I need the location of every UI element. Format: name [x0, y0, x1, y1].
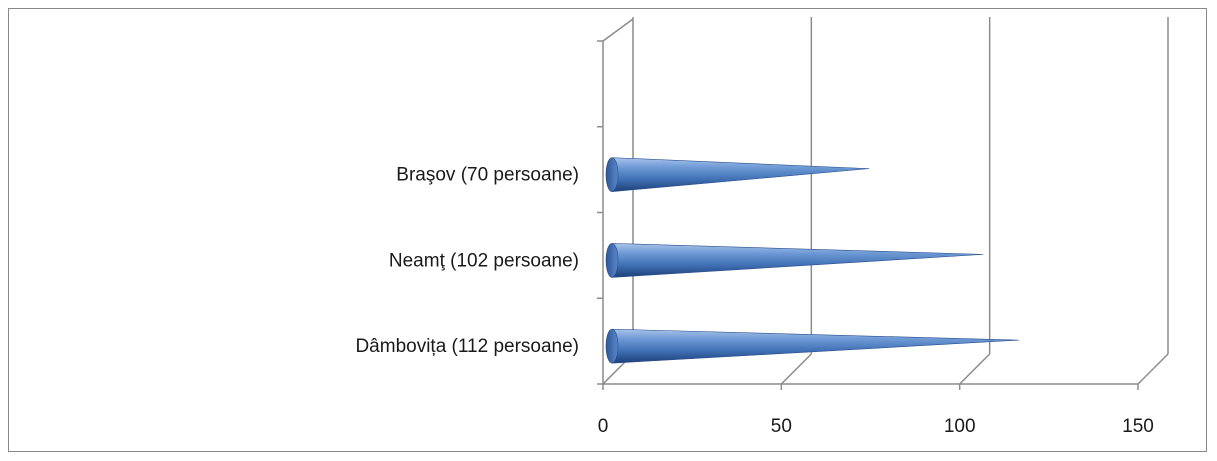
y-axis-top-edge — [602, 18, 634, 42]
cone-bar — [605, 243, 984, 278]
x-tick-label: 100 — [944, 416, 976, 437]
cone-body — [611, 157, 870, 192]
cone-base — [605, 328, 619, 364]
category-label: Dâmbovița (112 persoane) — [355, 336, 579, 357]
cone-bar-chart: Dâmbovița (112 persoane) Neamţ (102 perso… — [355, 17, 1169, 437]
cone-base — [605, 243, 619, 278]
category-label: Neamţ (102 persoane) — [389, 250, 579, 271]
cone-bar — [605, 157, 870, 192]
gridline-floor — [1137, 353, 1169, 385]
axes — [597, 18, 1139, 390]
cone-body — [611, 328, 1019, 364]
gridlines — [602, 17, 1169, 385]
cone-bar — [605, 328, 1019, 364]
gridline-floor — [780, 353, 812, 385]
x-tick-labels: 0 50 100 150 — [598, 416, 1154, 437]
data-cones — [605, 157, 1019, 364]
cone-base — [605, 157, 619, 192]
cone-body — [611, 243, 984, 278]
chart-frame: Dâmbovița (112 persoane) Neamţ (102 perso… — [8, 8, 1207, 452]
category-labels: Dâmbovița (112 persoane) Neamţ (102 perso… — [355, 165, 579, 358]
category-label: Braşov (70 persoane) — [396, 165, 579, 186]
x-tick-label: 150 — [1122, 416, 1154, 437]
x-tick-label: 0 — [598, 416, 609, 437]
gridline-floor — [959, 353, 991, 385]
x-tick-label: 50 — [771, 416, 792, 437]
